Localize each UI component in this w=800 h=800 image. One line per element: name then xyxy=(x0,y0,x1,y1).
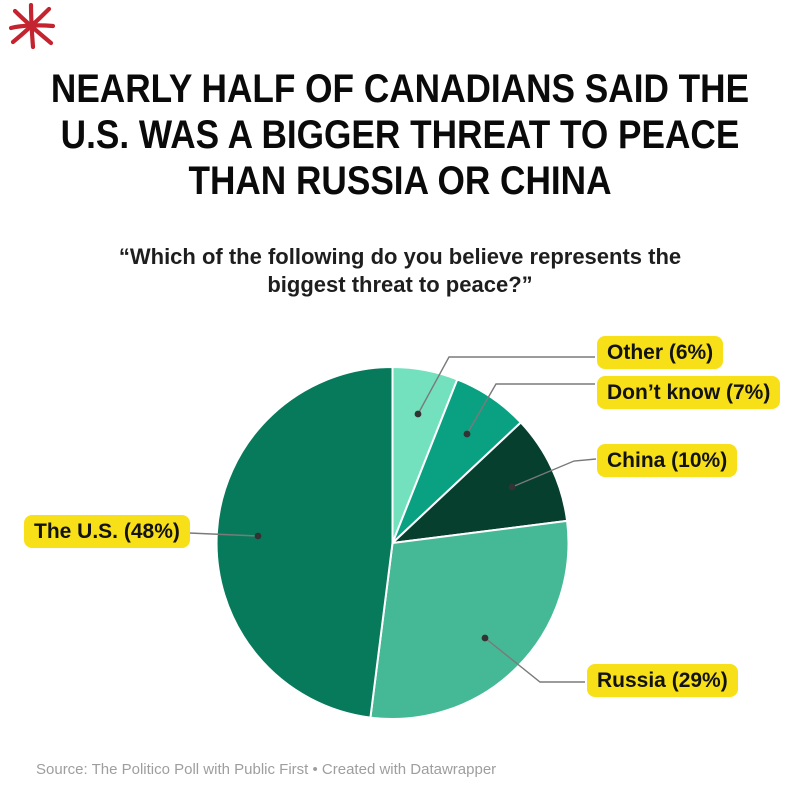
source-attribution: Source: The Politico Poll with Public Fi… xyxy=(36,761,497,778)
chart-title: NEARLY HALF OF CANADIANS SAID THE U.S. W… xyxy=(50,67,750,203)
pie-label-russia: Russia (29%) xyxy=(587,664,738,697)
leader-dot xyxy=(254,532,262,540)
leader-line xyxy=(466,383,595,435)
leader-line xyxy=(484,637,585,683)
leader-dot xyxy=(463,430,471,438)
pie-label-china: China (10%) xyxy=(597,444,738,477)
leader-dot xyxy=(414,410,422,418)
pie-slice-china[interactable] xyxy=(391,421,569,544)
leader-line xyxy=(417,356,595,415)
pie-slice-the-u-s-[interactable] xyxy=(215,366,394,719)
pie-slice-russia[interactable] xyxy=(369,519,570,720)
pie-label-dont-know: Don’t know (7%) xyxy=(597,376,781,409)
pie-label-other: Other (6%) xyxy=(597,336,724,369)
leader-line xyxy=(188,532,259,537)
leader-dot xyxy=(481,634,489,642)
pie-label-the-us: The U.S. (48%) xyxy=(24,515,190,548)
chart-subtitle: “Which of the following do you believe r… xyxy=(118,244,682,297)
leader-dot xyxy=(508,483,516,491)
red-scribble-icon xyxy=(8,3,56,49)
leader-line xyxy=(511,458,597,488)
